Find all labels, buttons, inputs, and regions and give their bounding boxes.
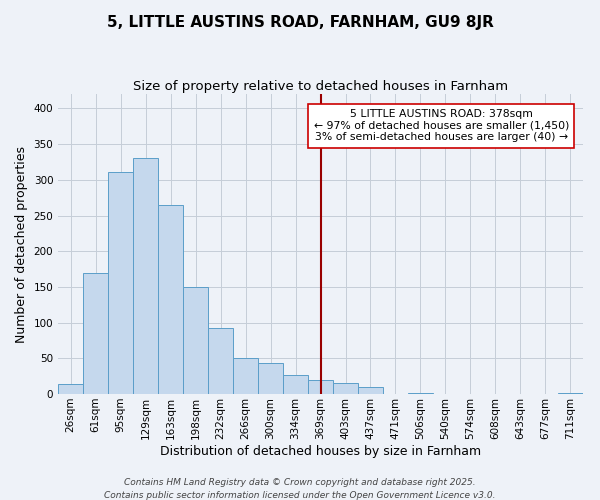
Y-axis label: Number of detached properties: Number of detached properties bbox=[15, 146, 28, 342]
Bar bbox=[83, 272, 108, 394]
Bar bbox=[208, 328, 233, 394]
Bar bbox=[108, 172, 133, 394]
X-axis label: Distribution of detached houses by size in Farnham: Distribution of detached houses by size … bbox=[160, 444, 481, 458]
Bar bbox=[58, 384, 83, 394]
Title: Size of property relative to detached houses in Farnham: Size of property relative to detached ho… bbox=[133, 80, 508, 93]
Bar bbox=[183, 287, 208, 394]
Bar bbox=[158, 205, 183, 394]
Bar bbox=[258, 364, 283, 394]
Text: Contains HM Land Registry data © Crown copyright and database right 2025.
Contai: Contains HM Land Registry data © Crown c… bbox=[104, 478, 496, 500]
Bar bbox=[283, 375, 308, 394]
Text: 5 LITTLE AUSTINS ROAD: 378sqm
← 97% of detached houses are smaller (1,450)
3% of: 5 LITTLE AUSTINS ROAD: 378sqm ← 97% of d… bbox=[314, 109, 569, 142]
Bar bbox=[358, 387, 383, 394]
Bar bbox=[133, 158, 158, 394]
Bar bbox=[408, 392, 433, 394]
Bar bbox=[308, 380, 333, 394]
Bar bbox=[233, 358, 258, 394]
Bar bbox=[333, 384, 358, 394]
Text: 5, LITTLE AUSTINS ROAD, FARNHAM, GU9 8JR: 5, LITTLE AUSTINS ROAD, FARNHAM, GU9 8JR bbox=[107, 15, 493, 30]
